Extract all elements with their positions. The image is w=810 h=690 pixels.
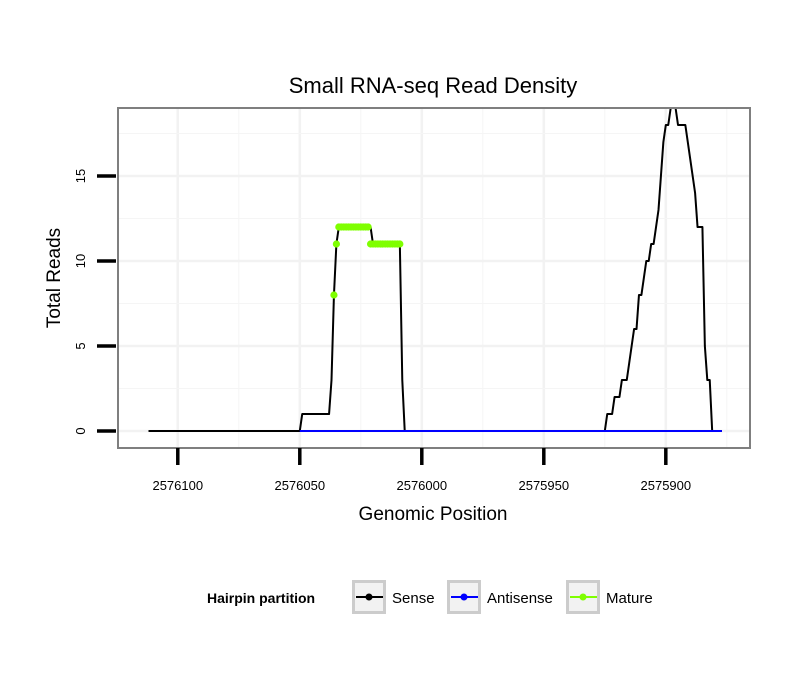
mature-legend-marker [579,593,587,601]
chart-title: Small RNA-seq Read Density [289,73,578,98]
legend: Hairpin partition Sense Antisense Mature [207,580,653,614]
legend-title: Hairpin partition [207,590,315,606]
mature-legend-label: Mature [606,590,653,607]
antisense-legend-marker [460,593,468,601]
series-layer [148,107,722,432]
sense-legend-label: Sense [392,590,435,607]
x-tick-label: 2576100 [152,478,203,493]
plot-background [118,108,750,448]
x-tick-label: 2575950 [518,478,569,493]
x-tick-label: 2575900 [641,478,692,493]
y-tick-label: 15 [73,169,88,183]
axes: 2576100 2576050 2576000 2575950 2575900 0 5 10 1… [73,169,691,493]
sense-legend-marker [365,593,373,601]
y-tick-label: 5 [73,342,88,349]
y-tick-label: 10 [73,254,88,268]
x-tick-label: 2576050 [274,478,325,493]
x-tick-label: 2576000 [396,478,447,493]
y-tick-label: 0 [73,427,88,434]
plot-border [117,107,751,449]
mature-point [396,240,404,248]
mature-point [332,240,340,248]
gridlines [118,108,750,448]
y-axis-title: Total Reads [44,228,65,328]
mature-point [330,291,338,299]
x-axis-title: Genomic Position [359,504,508,525]
antisense-legend-label: Antisense [487,590,553,607]
mature-point [364,223,372,231]
